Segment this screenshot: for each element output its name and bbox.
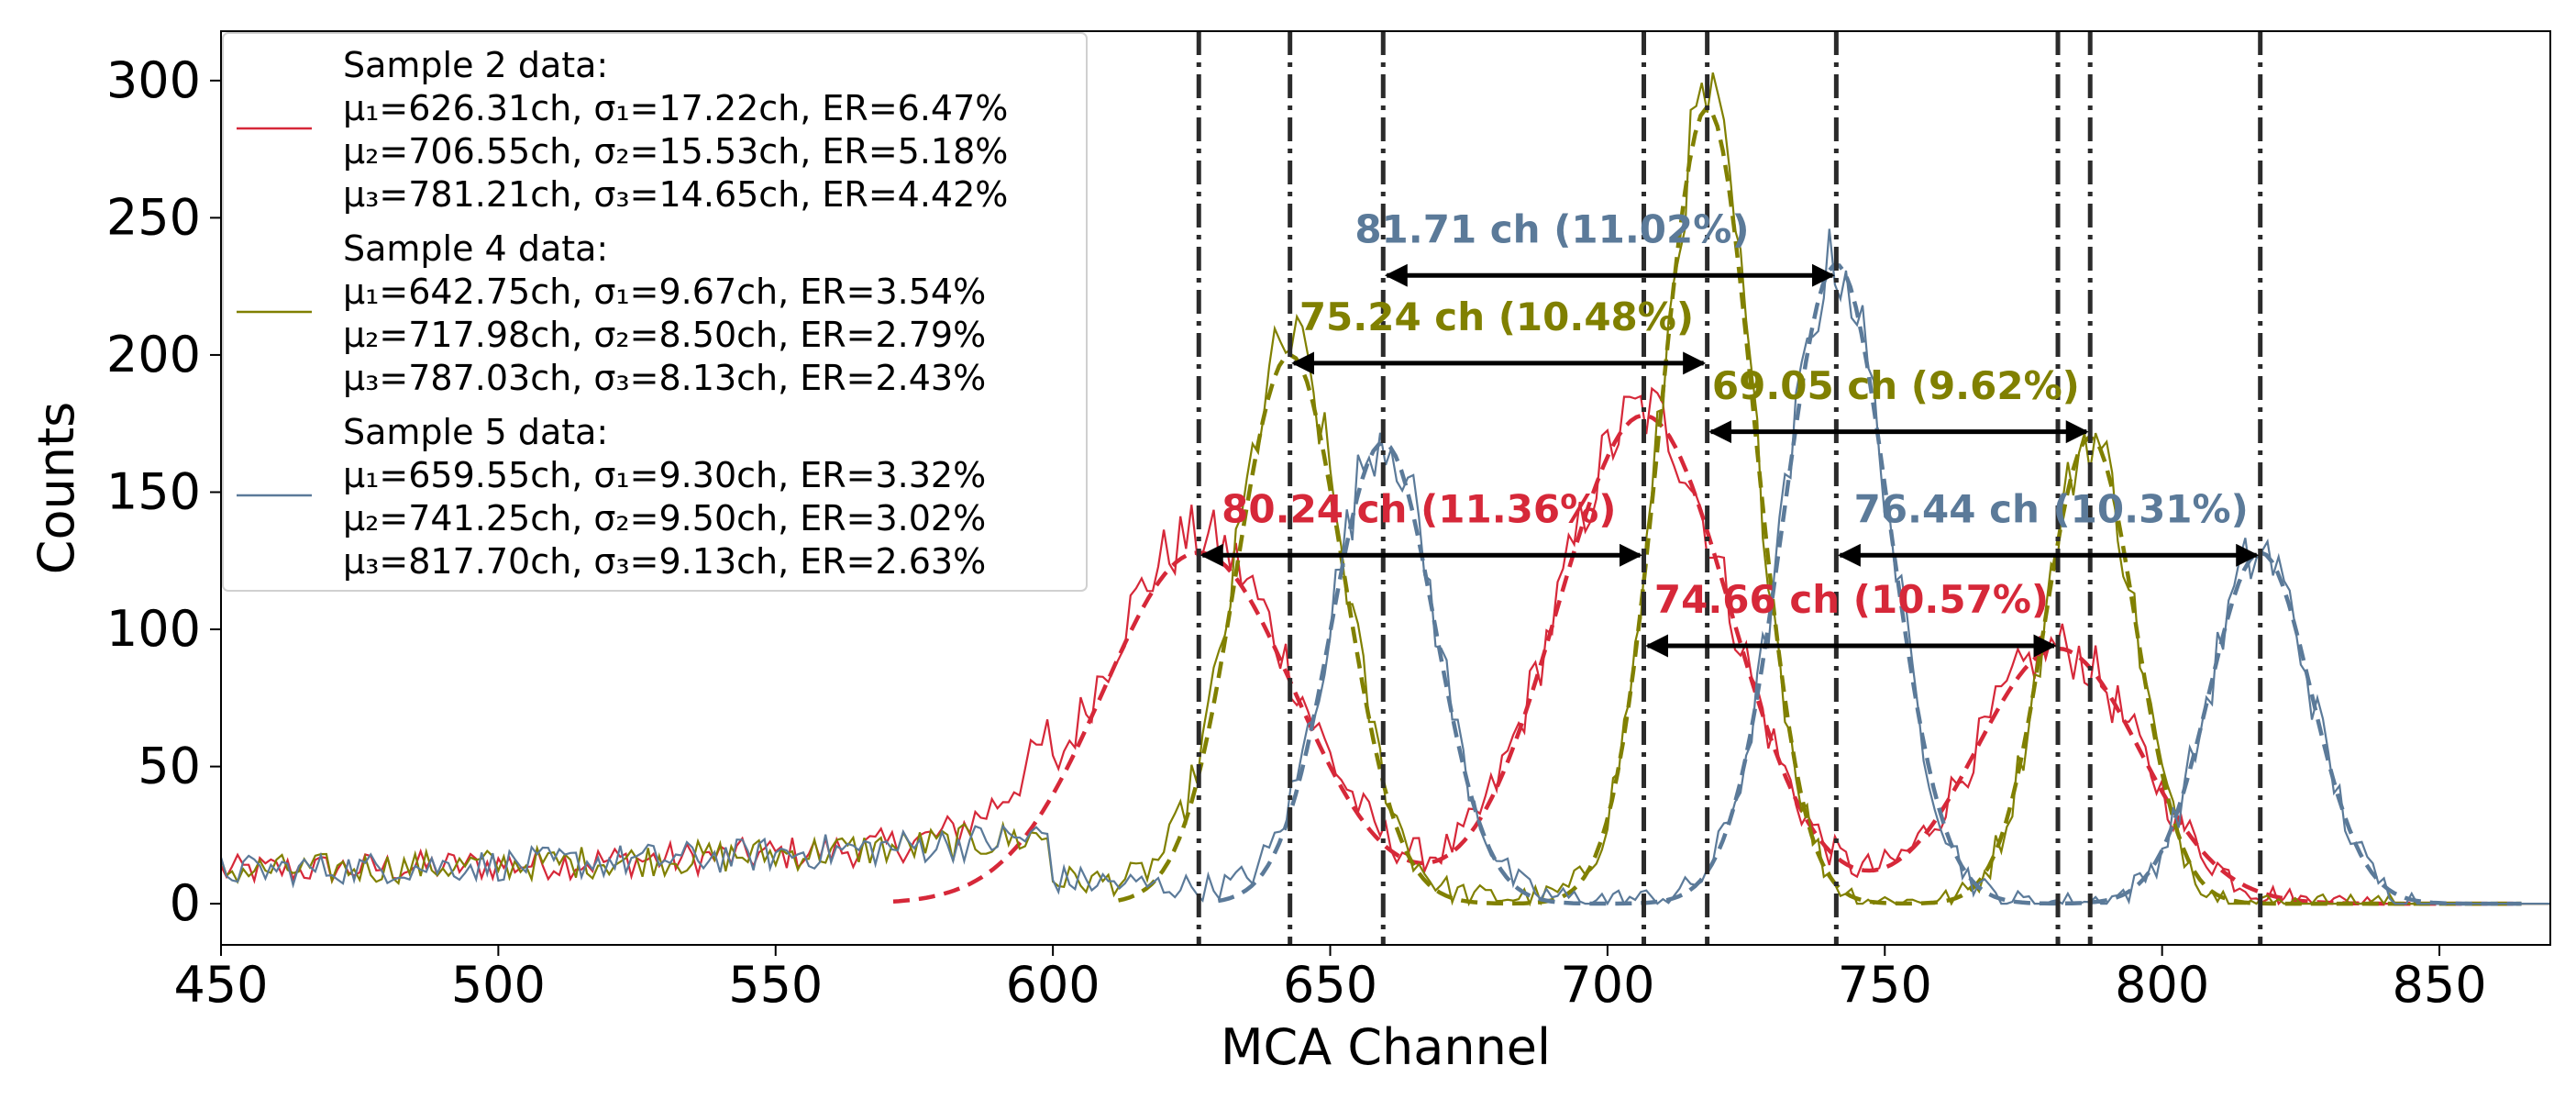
x-axis-label: MCA Channel	[1221, 1018, 1551, 1076]
legend: Sample 2 data:μ₁=626.31ch, σ₁=17.22ch, E…	[222, 32, 1088, 592]
sample5-legend-line: μ₁=659.55ch, σ₁=9.30ch, ER=3.32%	[343, 455, 986, 495]
distance-label-5: 74.66 ch (10.57%)	[1654, 577, 2049, 622]
sample5-legend-line: μ₃=817.70ch, σ₃=9.13ch, ER=2.63%	[343, 541, 986, 582]
x-tick-label: 750	[1838, 956, 1932, 1014]
sample4-fit-line	[1117, 105, 2522, 906]
x-tick-label: 800	[2115, 956, 2209, 1014]
x-tick-label: 650	[1283, 956, 1377, 1014]
sample4-legend-line: μ₃=787.03ch, σ₃=8.13ch, ER=2.43%	[343, 358, 986, 398]
sample5-fit-line	[1217, 262, 2522, 906]
distance-label-1: 75.24 ch (10.48%)	[1299, 294, 1694, 339]
y-tick-label: 200	[106, 326, 201, 383]
axes-frame	[220, 30, 2551, 946]
legend-box	[222, 32, 1088, 592]
distance-label-4: 76.44 ch (10.31%)	[1854, 486, 2249, 531]
distance-label-3: 80.24 ch (11.36%)	[1222, 486, 1616, 531]
sample4-legend-line: Sample 4 data:	[343, 228, 608, 269]
sample5-legend-line: μ₂=741.25ch, σ₂=9.50ch, ER=3.02%	[343, 498, 986, 538]
sample2-legend-line: μ₂=706.55ch, σ₂=15.53ch, ER=5.18%	[343, 131, 1008, 172]
sample5-data-line	[221, 228, 2550, 906]
sample2-legend-line: Sample 2 data:	[343, 45, 608, 85]
y-tick-label: 150	[106, 462, 201, 520]
x-tick-label: 550	[728, 956, 823, 1014]
y-tick-label: 50	[138, 738, 201, 795]
peak-distance-annotations: 81.71 ch (11.02%) 75.24 ch (10.48%) 69.05 …	[1200, 206, 2260, 658]
axis-ticks: 450 500 550 600 650 700 750 800 850 0 50 100 150 200 2…	[106, 51, 2487, 1014]
plot-area	[221, 31, 2550, 945]
y-tick-label: 250	[106, 188, 201, 246]
distance-label-0: 81.71 ch (11.02%)	[1354, 206, 1749, 251]
x-tick-label: 850	[2393, 956, 2487, 1014]
y-axis-label: Counts	[28, 402, 85, 575]
x-tick-label: 700	[1560, 956, 1654, 1014]
sample2-legend-line: μ₁=626.31ch, σ₁=17.22ch, ER=6.47%	[343, 88, 1008, 128]
sample5-legend-line: Sample 5 data:	[343, 412, 608, 452]
distance-label-2: 69.05 ch (9.62%)	[1712, 363, 2080, 408]
x-tick-label: 600	[1006, 956, 1100, 1014]
x-tick-label: 500	[451, 956, 546, 1014]
x-tick-label: 450	[173, 956, 268, 1014]
y-tick-label: 100	[106, 600, 201, 658]
sample4-legend-line: μ₂=717.98ch, σ₂=8.50ch, ER=2.79%	[343, 315, 986, 355]
sample2-fit-line	[892, 413, 2518, 906]
y-tick-label: 300	[106, 51, 201, 109]
sample4-data-line	[221, 72, 2550, 907]
y-tick-label: 0	[170, 874, 201, 932]
sample2-legend-line: μ₃=781.21ch, σ₃=14.65ch, ER=4.42%	[343, 174, 1008, 215]
sample4-legend-line: μ₁=642.75ch, σ₁=9.67ch, ER=3.54%	[343, 272, 986, 312]
